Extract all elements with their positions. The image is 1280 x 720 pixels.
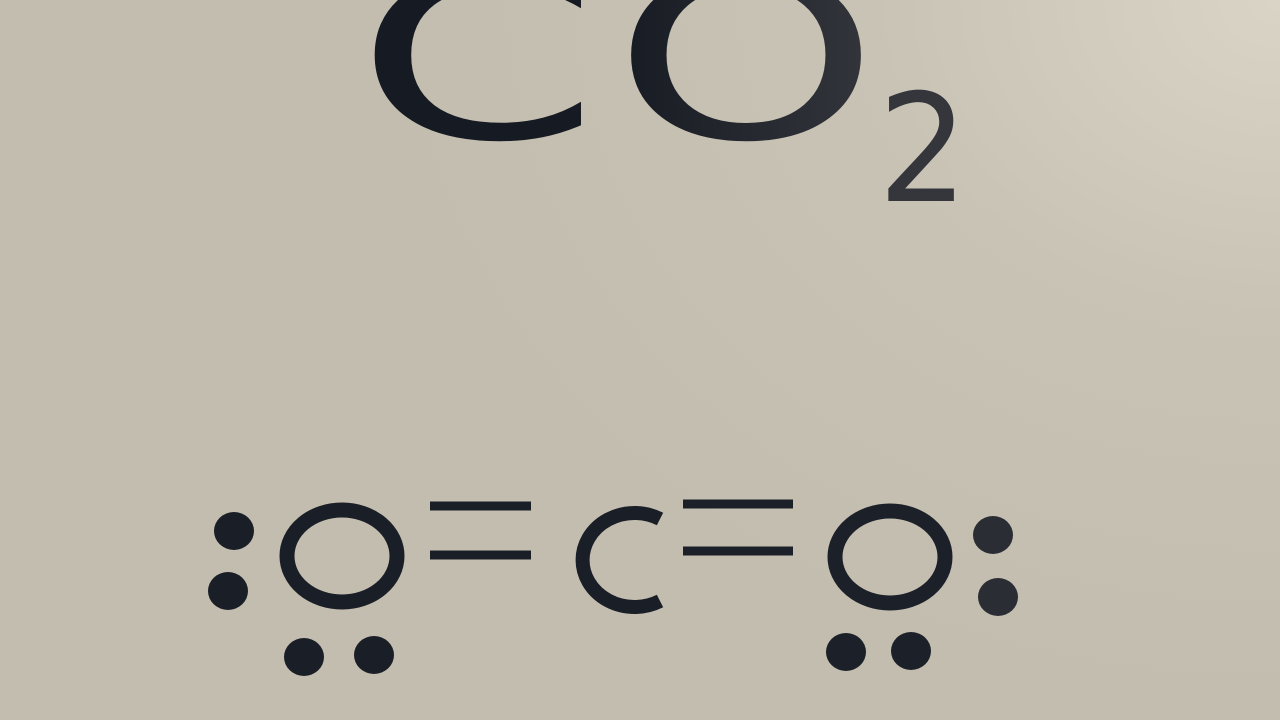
electron-dot <box>978 578 1018 616</box>
electron-dot <box>214 512 254 550</box>
molecular-formula: C O 2 <box>355 0 968 237</box>
formula-carbon: C <box>355 0 600 192</box>
left-oxygen-lone-pairs <box>208 512 394 676</box>
electron-dot <box>354 636 394 674</box>
right-oxygen-atom <box>827 503 953 611</box>
lewis-structure <box>208 499 1018 676</box>
carbon-atom <box>575 506 664 614</box>
left-oxygen-atom <box>279 502 405 610</box>
formula-subscript: 2 <box>878 63 968 237</box>
right-double-bond <box>683 499 793 556</box>
left-double-bond <box>430 501 531 560</box>
electron-dot <box>973 516 1013 554</box>
electron-dot <box>284 638 324 676</box>
electron-dot <box>891 632 931 670</box>
electron-dot <box>826 633 866 671</box>
formula-oxygen: O <box>612 0 880 192</box>
electron-dot <box>208 572 248 610</box>
right-oxygen-lone-pairs <box>826 516 1018 671</box>
